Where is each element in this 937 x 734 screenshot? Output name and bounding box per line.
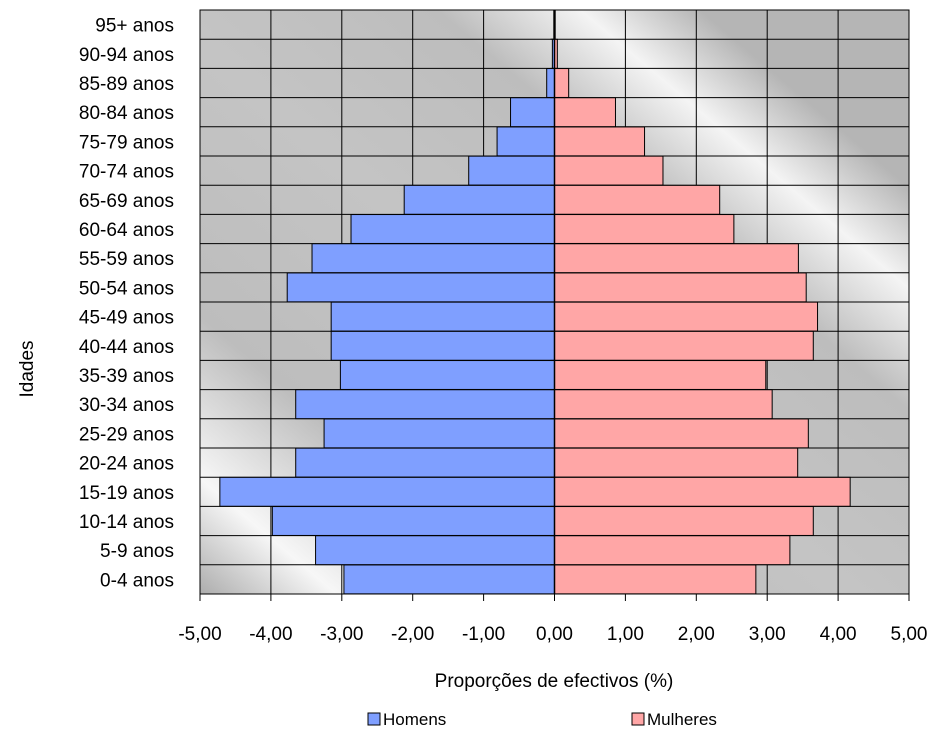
bar-mulheres-16: [554, 97, 616, 128]
legend-label-mulheres: Mulheres: [647, 710, 717, 729]
category-label: 10-14 anos: [79, 512, 174, 533]
x-tick-label: -1,00: [462, 624, 505, 645]
bar-homens-11: [311, 243, 555, 274]
category-label: 20-24 anos: [79, 454, 174, 475]
x-tick-label: 3,00: [749, 624, 786, 645]
category-label: 65-69 anos: [79, 191, 174, 212]
bar-mulheres-6: [554, 389, 773, 420]
category-label: 40-44 anos: [79, 337, 174, 358]
bar-homens-6: [295, 389, 555, 420]
tick-labels: -5,00 -4,00 -3,00 -2,00 -1,00 0,00 1,00 2,00 3,0…: [79, 16, 928, 645]
category-label: 0-4 anos: [100, 570, 174, 591]
bar-homens-3: [219, 476, 556, 507]
x-tick-label: -4,00: [249, 624, 292, 645]
category-label: 15-19 anos: [79, 483, 174, 504]
category-label: 45-49 anos: [79, 308, 174, 329]
category-label: 35-39 anos: [79, 366, 174, 387]
bar-homens-14: [468, 155, 555, 186]
x-tick-label: 2,00: [678, 624, 715, 645]
bar-homens-5: [323, 418, 556, 449]
category-label: 60-64 anos: [79, 220, 174, 241]
bar-homens-4: [295, 447, 555, 478]
bar-mulheres-1: [554, 535, 791, 566]
x-tick-label: -3,00: [320, 624, 363, 645]
legend-swatch-homens: [367, 712, 381, 726]
bar-homens-7: [339, 360, 555, 390]
bar-mulheres-15: [554, 126, 646, 157]
bar-mulheres-7: [554, 360, 767, 390]
x-tick-label: 1,00: [607, 624, 644, 645]
bar-mulheres-12: [554, 214, 735, 244]
bar-mulheres-8: [554, 330, 814, 361]
bar-homens-15: [496, 126, 556, 157]
x-tick-label: 4,00: [820, 624, 857, 645]
category-label: 85-89 anos: [79, 74, 174, 95]
category-label: 90-94 anos: [79, 45, 174, 66]
bar-homens-0: [343, 564, 555, 595]
x-tick-label: -2,00: [391, 624, 434, 645]
bar-homens-16: [510, 97, 555, 128]
bar-mulheres-5: [554, 418, 809, 449]
bar-mulheres-0: [554, 564, 757, 595]
y-axis-title: Idades: [17, 340, 38, 397]
bar-mulheres-10: [554, 272, 807, 303]
bar-mulheres-3: [554, 476, 851, 507]
category-label: 75-79 anos: [79, 132, 174, 153]
bar-mulheres-2: [554, 506, 814, 536]
bar-mulheres-13: [554, 184, 721, 215]
bar-homens-10: [286, 272, 555, 303]
x-tick-label: 0,00: [536, 624, 573, 645]
category-label: 70-74 anos: [79, 162, 174, 183]
category-label: 80-84 anos: [79, 103, 174, 124]
bar-homens-12: [350, 214, 555, 244]
legend-label-homens: Homens: [383, 710, 446, 729]
bar-homens-9: [330, 301, 556, 332]
bar-mulheres-14: [554, 155, 664, 186]
category-label: 30-34 anos: [79, 395, 174, 416]
category-label: 50-54 anos: [79, 278, 174, 299]
bar-homens-17: [546, 68, 555, 98]
bar-mulheres-11: [554, 243, 799, 274]
bar-mulheres-4: [554, 447, 799, 478]
bar-homens-1: [315, 535, 555, 566]
legend-swatch-mulheres: [631, 712, 645, 726]
x-axis-title: Proporções de efectivos (%): [435, 671, 674, 692]
legend: Homens Mulheres: [367, 710, 717, 729]
x-tick-label: -5,00: [178, 624, 221, 645]
x-tick-label: 5,00: [891, 624, 928, 645]
axes: [199, 9, 910, 601]
bar-mulheres-9: [554, 301, 819, 332]
category-label: 25-29 anos: [79, 424, 174, 445]
bar-homens-8: [330, 330, 556, 361]
category-label: 5-9 anos: [100, 541, 174, 562]
category-label: 55-59 anos: [79, 249, 174, 270]
bar-homens-13: [403, 184, 555, 215]
bars: [219, 9, 851, 595]
category-label: 95+ anos: [95, 16, 174, 37]
bar-mulheres-17: [554, 68, 570, 98]
bar-homens-2: [271, 506, 555, 536]
